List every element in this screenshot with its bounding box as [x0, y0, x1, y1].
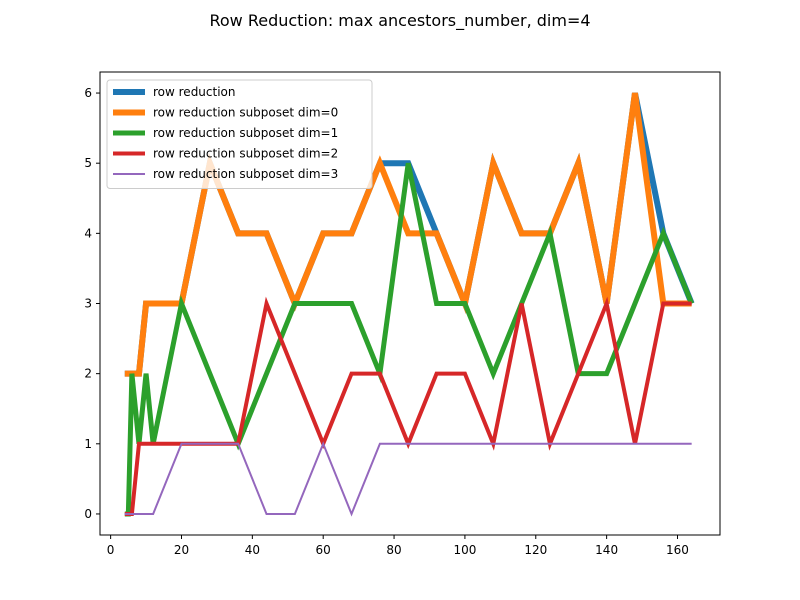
x-tick-label: 160: [666, 543, 689, 557]
axes-group: 0 20 40 60 80 100 120 140 160 0 1 2 3 4 5 6: [84, 71, 721, 557]
legend-label-1: row reduction subposet dim=0: [153, 106, 338, 120]
y-tick-label: 4: [84, 226, 92, 240]
series-line-1: [124, 92, 692, 377]
y-tick-label: 5: [84, 156, 92, 170]
y-tick-label: 2: [84, 367, 92, 381]
x-tick-label: 40: [245, 543, 260, 557]
legend-label-2: row reduction subposet dim=1: [153, 126, 338, 140]
x-tick-label: 0: [107, 543, 115, 557]
x-tick-label: 20: [174, 543, 189, 557]
legend-label-0: row reduction: [153, 85, 236, 99]
x-tick-label: 120: [524, 543, 547, 557]
y-tick-label: 3: [84, 297, 92, 311]
y-tick-label: 0: [84, 507, 92, 521]
y-tick-label: 1: [84, 437, 92, 451]
x-tick-label: 80: [386, 543, 401, 557]
legend-box: [106, 79, 373, 189]
series-group: [124, 92, 695, 517]
legend-label-4: row reduction subposet dim=3: [153, 167, 338, 181]
legend-label-3: row reduction subposet dim=2: [153, 147, 338, 161]
series-line-3: [124, 296, 692, 516]
series-line-4: [124, 441, 692, 517]
chart-title: Row Reduction: max ancestors_number, dim…: [209, 11, 590, 31]
x-tick-label: 140: [595, 543, 618, 557]
x-tick-label: 100: [453, 543, 476, 557]
x-tick-label: 60: [316, 543, 331, 557]
legend: row reduction row reduction subposet dim=…: [106, 79, 373, 189]
y-tick-label: 6: [84, 86, 92, 100]
